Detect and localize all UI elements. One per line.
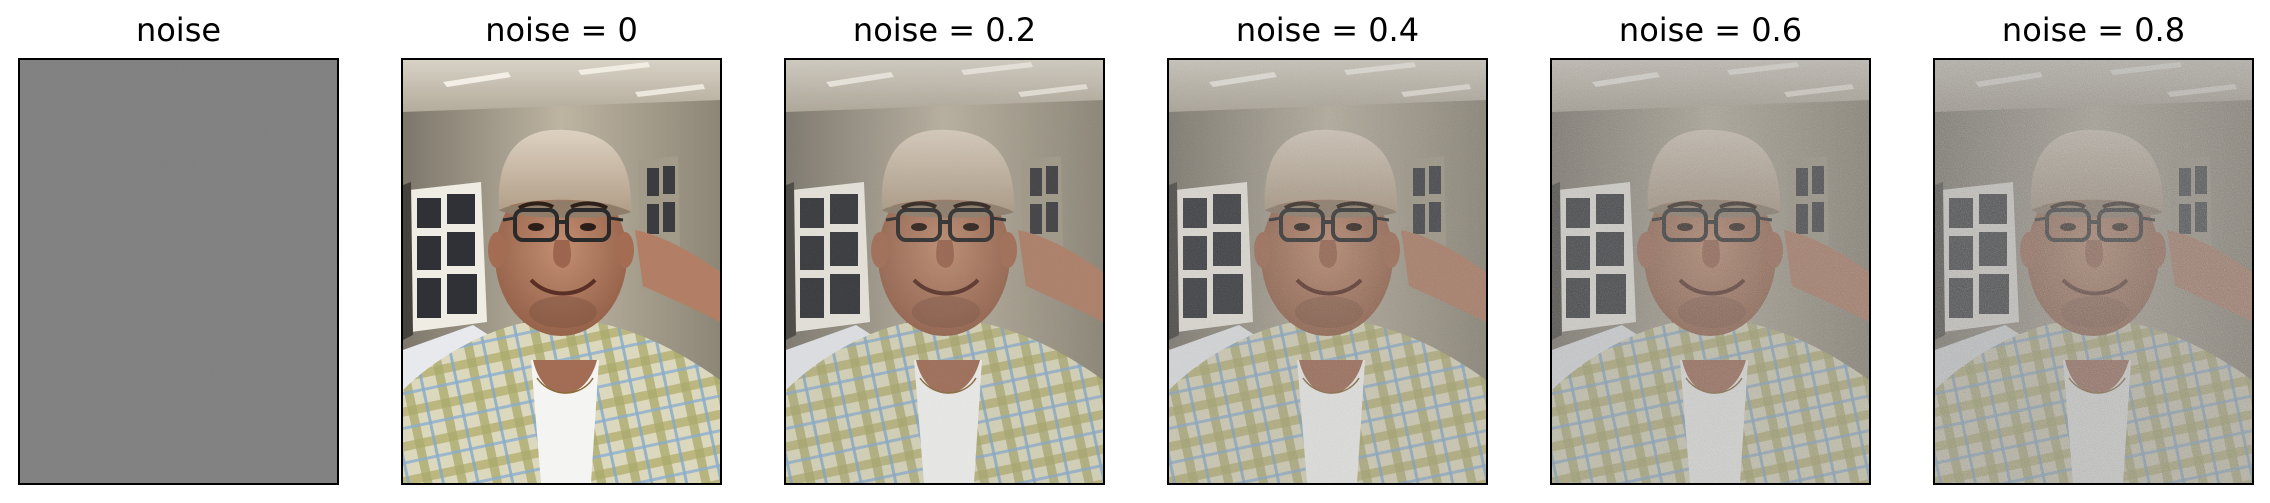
selfie-photo: [1935, 60, 2252, 483]
photo-image: [1167, 58, 1488, 485]
photo-image: [784, 58, 1105, 485]
selfie-photo: [786, 60, 1103, 483]
panel-noise-0-8: noise = 0.8: [1933, 0, 2254, 503]
panel-title: noise = 0.2: [852, 11, 1037, 49]
panel-title: noise = 0.4: [1235, 11, 1420, 49]
noise-field: [20, 60, 337, 483]
panel-noise-0: noise = 0: [401, 0, 722, 503]
panel-noise-0-4: noise = 0.4: [1167, 0, 1488, 503]
panel-title: noise = 0.6: [1618, 11, 1803, 49]
selfie-photo: [1169, 60, 1486, 483]
panel-title: noise = 0.8: [2001, 11, 2186, 49]
selfie-photo: [1552, 60, 1869, 483]
photo-image: [1550, 58, 1871, 485]
photo-image: [401, 58, 722, 485]
noise-image: [18, 58, 339, 485]
panel-noise-0-2: noise = 0.2: [784, 0, 1105, 503]
panel-noise-0-6: noise = 0.6: [1550, 0, 1871, 503]
selfie-photo: [403, 60, 720, 483]
photo-image: [1933, 58, 2254, 485]
panel-title: noise: [135, 11, 222, 49]
panel-noise-only: noise: [18, 0, 339, 503]
panel-title: noise = 0: [485, 11, 638, 49]
